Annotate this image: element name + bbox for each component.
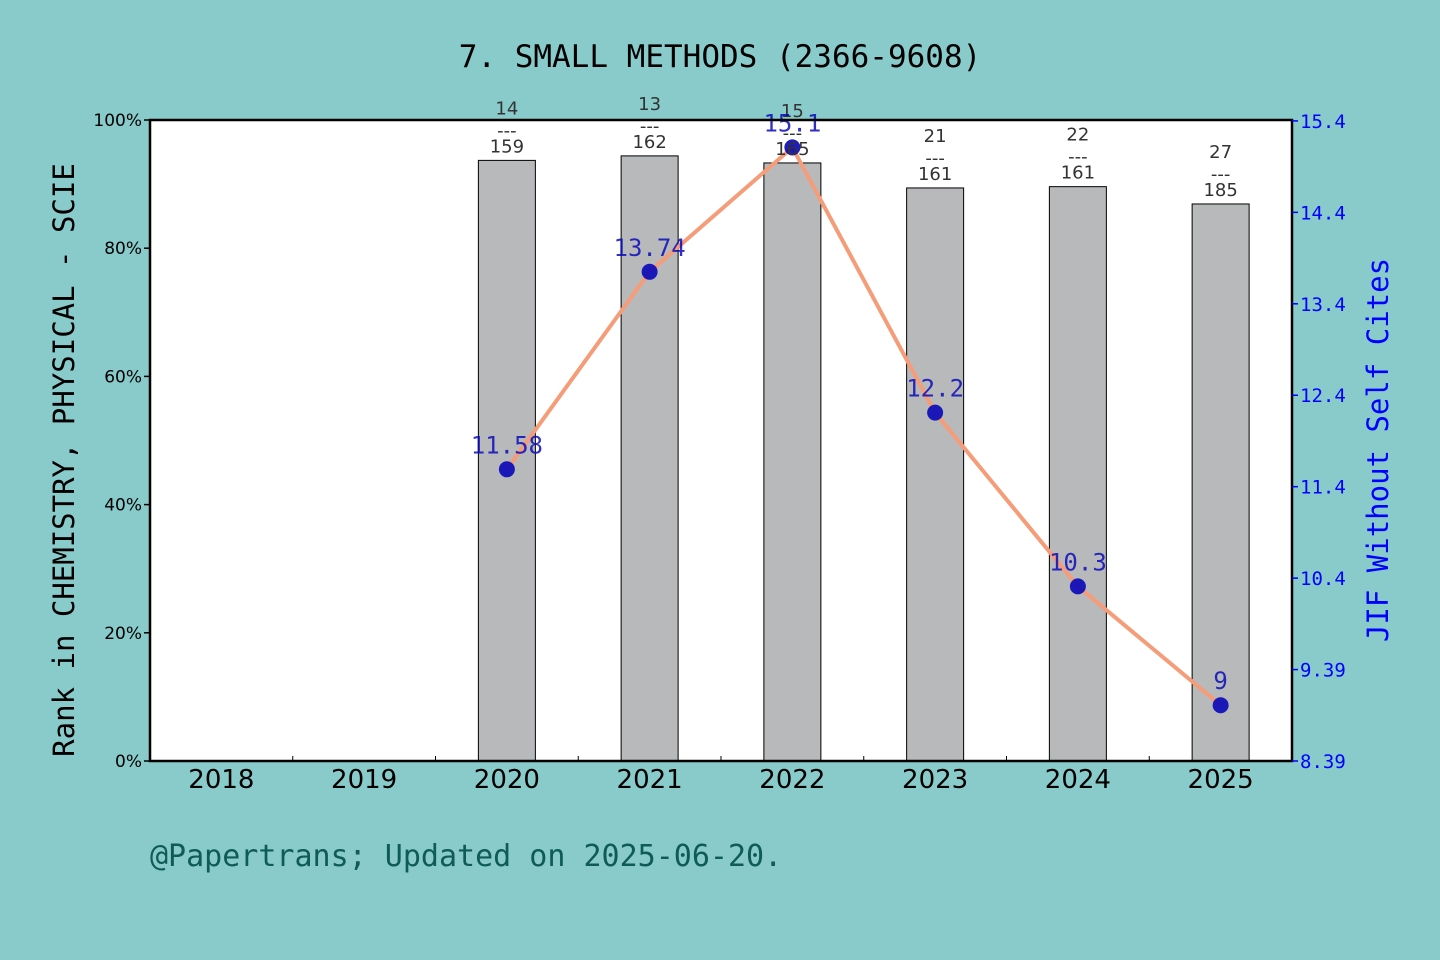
bar-label-rank-2020: 14 (495, 98, 518, 119)
x-tick-label-2023: 2023 (902, 765, 968, 795)
bar-2023 (906, 187, 965, 762)
jif-marker-2023 (927, 404, 944, 421)
x-tick-label-2024: 2024 (1045, 765, 1111, 795)
footer-credit: @Papertrans; Updated on 2025-06-20. (150, 839, 782, 874)
jif-value-label-2020: 11.58 (471, 431, 543, 459)
markers-layer (498, 139, 1229, 714)
y2-axis-label: JIF Without Self Cites (1361, 258, 1395, 642)
y-tick-label: 0% (115, 752, 142, 772)
jif-value-label-2023: 12.2 (906, 375, 964, 403)
y2-tick-label: 9.39 (1300, 660, 1346, 682)
bar-label-divider-2023: --- (925, 148, 945, 169)
bar-label-rank-2024: 22 (1066, 125, 1089, 146)
bar-label-rank-2022: 15 (781, 101, 804, 122)
x-tick-label-2019: 2019 (331, 765, 397, 795)
y-axis-label: Rank in CHEMISTRY, PHYSICAL - SCIE (47, 163, 81, 757)
bar-label-divider-2022: --- (783, 123, 803, 144)
bar-label-total-2020: 159 (490, 136, 524, 157)
y2-tick-label: 8.39 (1300, 751, 1346, 773)
bar-2020 (477, 159, 536, 762)
jif-value-label-2024: 10.3 (1049, 548, 1107, 576)
line-layer (504, 145, 1223, 708)
bar-label-rank-2023: 21 (924, 126, 947, 147)
bar-label-total-2024: 161 (1061, 163, 1095, 184)
y-tick-label: 40% (104, 496, 142, 516)
y-tick-label: 20% (104, 624, 142, 644)
bar-label-total-2021: 162 (632, 132, 666, 153)
bar-label-divider-2020: --- (497, 120, 517, 141)
y2-tick-label: 11.4 (1300, 477, 1346, 499)
jif-marker-2025 (1212, 697, 1229, 714)
jif-marker-2022 (784, 139, 801, 156)
jif-marker-2021 (641, 263, 658, 280)
plot-area (150, 120, 1292, 761)
bar-label-divider-2025: --- (1211, 164, 1231, 185)
y-tick-label: 100% (93, 111, 142, 131)
bar-2022 (763, 162, 822, 762)
bar-label-rank-2025: 27 (1209, 142, 1232, 163)
jif-line (504, 145, 1223, 708)
x-tick-label-2025: 2025 (1188, 765, 1254, 795)
jif-marker-2020 (498, 461, 515, 478)
axes-layer: 0% 20% 40% 60% 80% 100% 8.39 9.39 10.4 11.4 12.4 13… (93, 111, 1345, 795)
x-tick-label-2018: 2018 (188, 765, 254, 795)
jif-value-label-2021: 13.74 (614, 234, 686, 262)
bar-label-total-2022: 165 (775, 139, 809, 160)
chart-title: 7. SMALL METHODS (2366-9608) (459, 39, 982, 75)
bar-label-total-2025: 185 (1203, 180, 1237, 201)
jif-value-label-2022: 15.1 (763, 109, 821, 137)
bar-label-rank-2021: 13 (638, 94, 661, 115)
bar-2024 (1048, 186, 1107, 762)
x-tick-label-2020: 2020 (474, 765, 540, 795)
x-tick-label-2021: 2021 (617, 765, 683, 795)
y2-tick-label: 13.4 (1300, 294, 1346, 316)
y2-tick-label: 12.4 (1300, 385, 1346, 407)
y-tick-label: 80% (104, 239, 142, 259)
y2-tick-label: 14.4 (1300, 202, 1346, 224)
jif-value-label-2025: 9 (1213, 667, 1227, 695)
y2-tick-label: 15.4 (1300, 111, 1346, 133)
y2-tick-label: 10.4 (1300, 568, 1346, 590)
x-tick-label-2022: 2022 (759, 765, 825, 795)
y-tick-label: 60% (104, 367, 142, 387)
jif-marker-2024 (1069, 578, 1086, 595)
bar-label-divider-2024: --- (1068, 147, 1088, 168)
data-labels-layer: 159---14162---13165---15161---21161---22… (471, 94, 1238, 695)
bar-label-total-2023: 161 (918, 164, 952, 185)
bars-layer (477, 155, 1250, 762)
bar-2025 (1191, 203, 1250, 762)
